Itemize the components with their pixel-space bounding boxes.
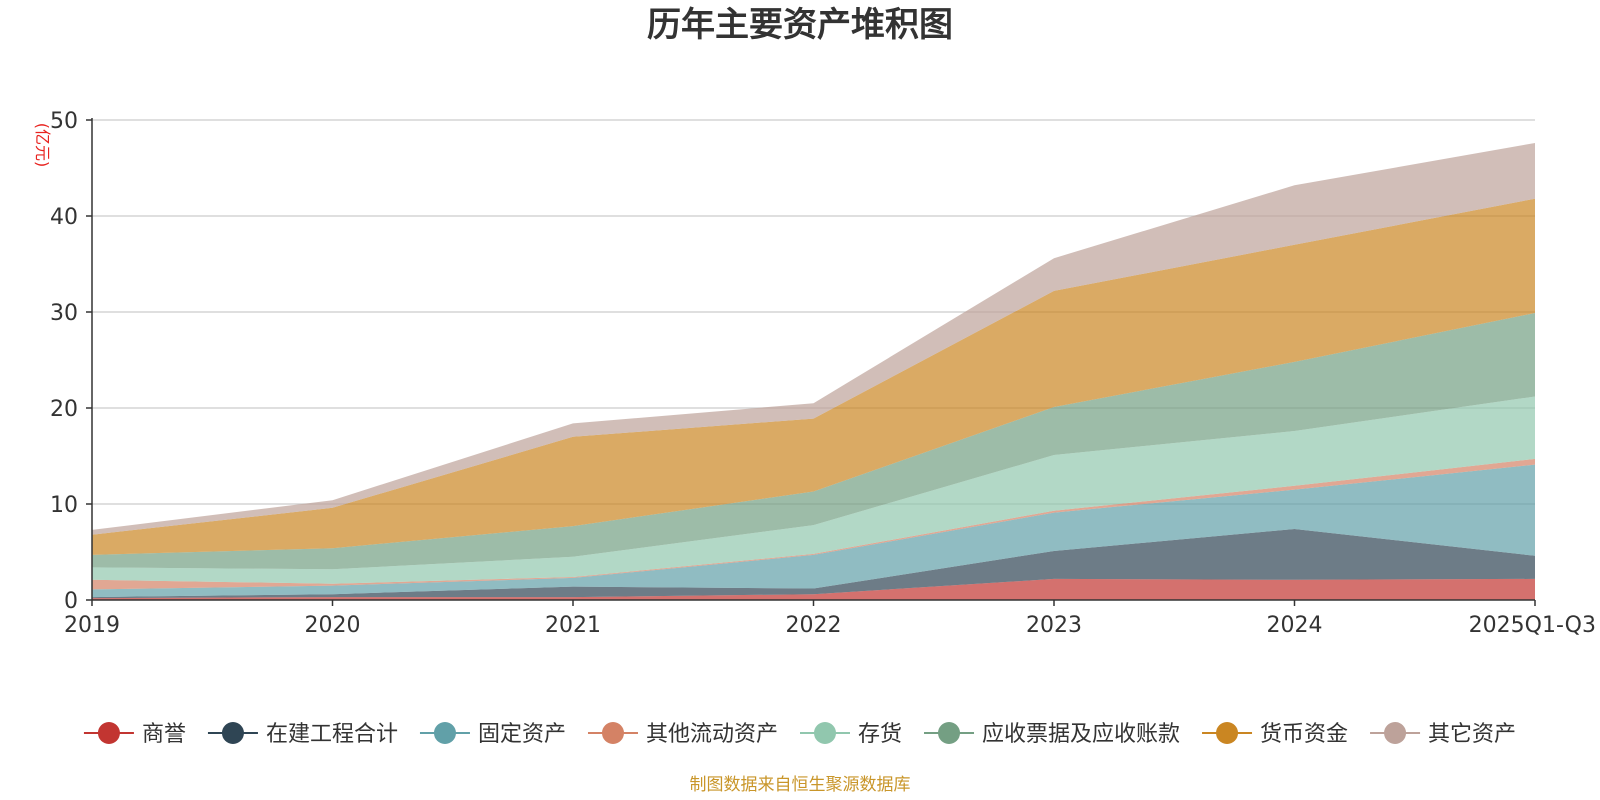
- y-axis-unit: (亿元): [33, 123, 52, 168]
- legend-label-4: 存货: [858, 722, 902, 747]
- area-series-0[interactable]: [92, 578, 1535, 600]
- y-tick-label-5: 50: [50, 109, 78, 134]
- area-series-6[interactable]: [92, 198, 1535, 555]
- x-tick-label-4: 2023: [1026, 613, 1082, 638]
- legend-item-4[interactable]: 存货: [800, 722, 902, 747]
- legend-label-1: 在建工程合计: [266, 722, 398, 747]
- x-tick-label-6: 2025Q1-Q3: [1469, 613, 1596, 638]
- legend-item-6[interactable]: 货币资金: [1202, 722, 1348, 747]
- area-series-7[interactable]: [92, 143, 1535, 535]
- x-tick-label-2: 2021: [545, 613, 601, 638]
- area-series: [92, 143, 1535, 600]
- data-source-note: 制图数据来自恒生聚源数据库: [690, 775, 911, 795]
- y-axis-ticks: 0 10 20 30 40 50: [50, 109, 92, 614]
- legend-item-7[interactable]: 其它资产: [1370, 722, 1516, 747]
- area-series-2[interactable]: [92, 464, 1535, 598]
- y-tick-label-2: 20: [50, 397, 78, 422]
- x-tick-label-1: 2020: [305, 613, 361, 638]
- area-series-1[interactable]: [92, 529, 1535, 599]
- x-tick-label-3: 2022: [786, 613, 842, 638]
- chart-title: 历年主要资产堆积图: [647, 5, 953, 45]
- legend: 商誉 在建工程合计 固定资产 其他流动资产 存货 应收票据及应收账款 货币资金 其它资产: [83, 722, 1516, 747]
- legend-marker-0: [97, 722, 120, 744]
- legend-marker-7: [1384, 722, 1407, 744]
- legend-marker-5: [938, 722, 961, 744]
- legend-item-5[interactable]: 应收票据及应收账款: [924, 722, 1180, 747]
- legend-label-6: 货币资金: [1260, 722, 1348, 747]
- x-tick-label-5: 2024: [1267, 613, 1323, 638]
- legend-label-7: 其它资产: [1428, 722, 1516, 747]
- y-tick-label-1: 10: [50, 493, 78, 518]
- legend-item-3[interactable]: 其他流动资产: [587, 722, 778, 747]
- legend-marker-3: [601, 722, 624, 744]
- legend-item-2[interactable]: 固定资产: [419, 722, 566, 747]
- legend-label-2: 固定资产: [478, 722, 566, 747]
- legend-item-0[interactable]: 商誉: [83, 722, 186, 747]
- legend-marker-4: [814, 722, 836, 744]
- legend-label-3: 其他流动资产: [646, 722, 778, 747]
- x-tick-label-0: 2019: [64, 613, 120, 638]
- legend-marker-6: [1216, 722, 1239, 744]
- legend-marker-2: [433, 722, 456, 744]
- x-axis-ticks: 2019 2020 2021 2022 2023 2024 2025Q1-Q3: [64, 600, 1596, 638]
- area-series-5[interactable]: [92, 313, 1535, 570]
- legend-marker-1: [221, 722, 244, 744]
- y-tick-label-0: 0: [64, 589, 78, 614]
- area-series-4[interactable]: [92, 396, 1535, 584]
- legend-label-5: 应收票据及应收账款: [982, 722, 1180, 747]
- y-tick-label-3: 30: [50, 301, 78, 326]
- legend-label-0: 商誉: [142, 722, 186, 747]
- y-tick-label-4: 40: [50, 205, 78, 230]
- legend-item-1[interactable]: 在建工程合计: [207, 722, 398, 747]
